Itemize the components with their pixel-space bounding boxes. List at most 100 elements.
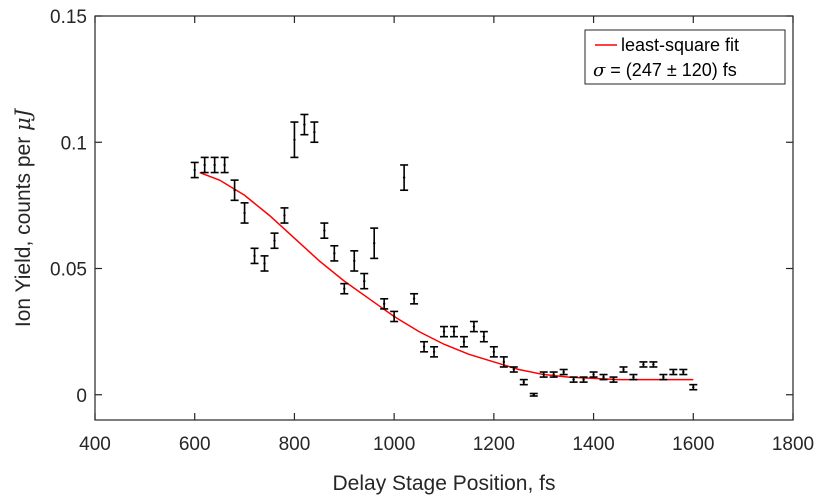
data-marker	[283, 214, 286, 217]
data-point	[410, 292, 419, 305]
data-marker	[382, 302, 386, 306]
data-marker	[452, 330, 456, 333]
data-marker	[562, 370, 565, 374]
data-point	[459, 335, 468, 348]
series-layer	[190, 113, 698, 397]
x-tick-label: 1600	[672, 434, 714, 455]
data-marker	[313, 130, 316, 134]
data-marker	[323, 229, 326, 232]
data-marker	[223, 163, 226, 167]
data-point	[370, 227, 379, 260]
data-point	[659, 373, 668, 381]
data-point	[230, 179, 239, 202]
data-point	[430, 345, 439, 358]
data-marker	[343, 287, 346, 290]
data-marker	[662, 375, 665, 379]
data-point	[539, 371, 548, 378]
data-marker	[582, 378, 585, 381]
fit-curve	[199, 171, 694, 381]
data-marker	[492, 350, 496, 354]
x-tick-label: 800	[279, 434, 311, 455]
data-marker	[612, 378, 615, 381]
legend-fit-label: least-square fit	[621, 35, 739, 55]
x-tick-label: 1800	[772, 434, 814, 455]
data-point	[509, 366, 518, 373]
data-marker	[652, 363, 655, 366]
data-point	[579, 376, 588, 383]
data-marker	[642, 363, 645, 366]
data-marker	[233, 189, 236, 192]
tick-layer: 400 600 800 1000 1200 1400 1600 1800 0 0.05 0.1 0.1…	[50, 7, 814, 455]
data-point	[330, 244, 339, 262]
data-point	[360, 272, 369, 290]
data-point	[479, 330, 488, 343]
data-point	[549, 371, 558, 378]
data-point	[310, 121, 319, 144]
x-tick-label: 1000	[373, 434, 415, 455]
data-marker	[632, 375, 635, 379]
data-point	[499, 356, 508, 368]
x-tick-label: 400	[79, 434, 111, 455]
legend-sigma-value: = (247 ± 120) fs	[605, 60, 736, 80]
data-point	[440, 325, 448, 338]
data-marker	[572, 378, 575, 381]
legend: least-square fit σ = (247 ± 120) fs	[584, 29, 786, 85]
data-point	[290, 121, 299, 159]
data-point	[270, 232, 279, 250]
data-point	[240, 202, 249, 224]
data-marker	[672, 370, 675, 374]
data-marker	[263, 262, 266, 265]
data-marker	[512, 368, 515, 371]
data-point	[649, 361, 658, 368]
data-point	[200, 156, 209, 174]
data-marker	[373, 242, 376, 245]
x-tick-label: 1200	[473, 434, 515, 455]
data-point	[489, 345, 498, 358]
data-marker	[522, 380, 525, 384]
data-marker	[462, 340, 466, 343]
data-point	[350, 250, 359, 272]
data-point	[190, 161, 199, 179]
data-point	[280, 207, 289, 224]
data-marker	[472, 325, 476, 328]
data-marker	[243, 211, 246, 215]
data-marker	[363, 279, 366, 283]
data-point	[519, 378, 528, 386]
data-marker	[353, 259, 356, 263]
y-tick-label: 0	[76, 386, 87, 407]
data-marker	[333, 252, 336, 255]
data-marker	[592, 373, 595, 376]
data-marker	[412, 297, 416, 300]
data-point	[529, 392, 538, 397]
data-marker	[293, 138, 296, 141]
data-marker	[193, 168, 196, 172]
data-marker	[602, 375, 605, 379]
y-tick-label: 0.05	[50, 260, 87, 281]
data-point	[320, 222, 329, 239]
data-point	[469, 320, 478, 333]
data-marker	[273, 239, 276, 242]
data-point	[340, 282, 349, 295]
legend-sigma-label: σ = (247 ± 120) fs	[593, 60, 737, 81]
data-point	[629, 373, 638, 381]
y-axis-label-text: Ion Yield, counts per	[12, 131, 35, 327]
data-marker	[622, 368, 625, 371]
data-point	[260, 255, 269, 272]
data-point	[679, 368, 688, 376]
data-point	[220, 156, 229, 174]
data-point	[380, 297, 389, 310]
y-axis-label-unit: μJ	[11, 107, 35, 131]
data-marker	[552, 373, 555, 376]
data-point	[639, 361, 648, 368]
data-point	[390, 310, 399, 323]
plot-area-border	[94, 15, 794, 421]
data-marker	[502, 360, 506, 364]
data-point	[250, 247, 259, 265]
data-point	[599, 373, 608, 381]
data-marker	[392, 315, 396, 318]
data-marker	[422, 345, 426, 348]
data-point	[589, 371, 598, 378]
data-point	[559, 368, 568, 376]
legend-sigma-symbol: σ	[593, 60, 606, 81]
data-point	[609, 376, 618, 383]
